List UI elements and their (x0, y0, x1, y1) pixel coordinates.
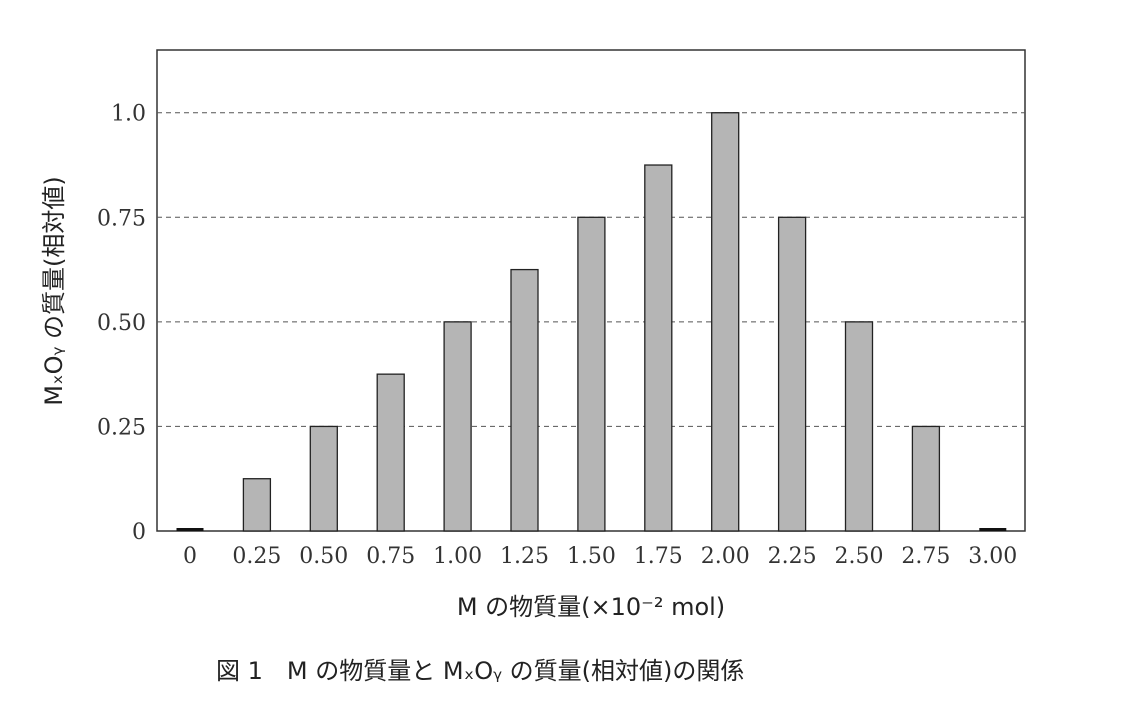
x-tick-label: 2.50 (835, 544, 884, 569)
x-tick-label: 0 (183, 544, 197, 569)
y-tick-label: 0.75 (97, 206, 146, 231)
bar (176, 528, 204, 531)
x-tick-label: 0.50 (299, 544, 348, 569)
bars (176, 112, 1007, 532)
x-tick-label: 1.00 (433, 544, 482, 569)
bar (777, 216, 807, 532)
y-tick-label: 1.0 (111, 102, 146, 127)
x-tick-label: 1.25 (500, 544, 549, 569)
x-tick-label: 3.00 (968, 544, 1017, 569)
bar (376, 373, 405, 532)
x-tick-label: 1.75 (634, 544, 683, 569)
bar (510, 268, 539, 532)
bar (309, 425, 338, 532)
bar (844, 321, 874, 532)
x-axis-title: M の物質量(×10⁻² mol) (457, 593, 725, 621)
y-axis-title: MₓOᵧ の質量(相対値) (40, 176, 68, 406)
bar (443, 321, 472, 532)
y-tick-label: 0.50 (97, 311, 146, 336)
bar (979, 528, 1007, 531)
y-tick-labels: 0 0.25 0.50 0.75 1.0 (97, 102, 146, 545)
x-tick-label: 1.50 (567, 544, 616, 569)
x-tick-label: 2.00 (701, 544, 750, 569)
x-tick-label: 2.25 (768, 544, 817, 569)
y-tick-label: 0 (132, 520, 146, 545)
bar (577, 216, 606, 532)
x-tick-label: 0.75 (366, 544, 415, 569)
y-tick-label: 0.25 (97, 415, 146, 440)
bar (911, 425, 941, 532)
x-tick-labels: 0 0.25 0.50 0.75 1.00 1.25 1.50 1.75 2.00 2.25 2.5… (183, 544, 1017, 569)
bar (711, 112, 740, 532)
bar (644, 164, 673, 532)
x-tick-label: 0.25 (232, 544, 281, 569)
figure-caption: 図 1 M の物質量と MₓOᵧ の質量(相対値)の関係 (216, 657, 744, 685)
x-tick-label: 2.75 (901, 544, 950, 569)
bar (242, 478, 272, 532)
